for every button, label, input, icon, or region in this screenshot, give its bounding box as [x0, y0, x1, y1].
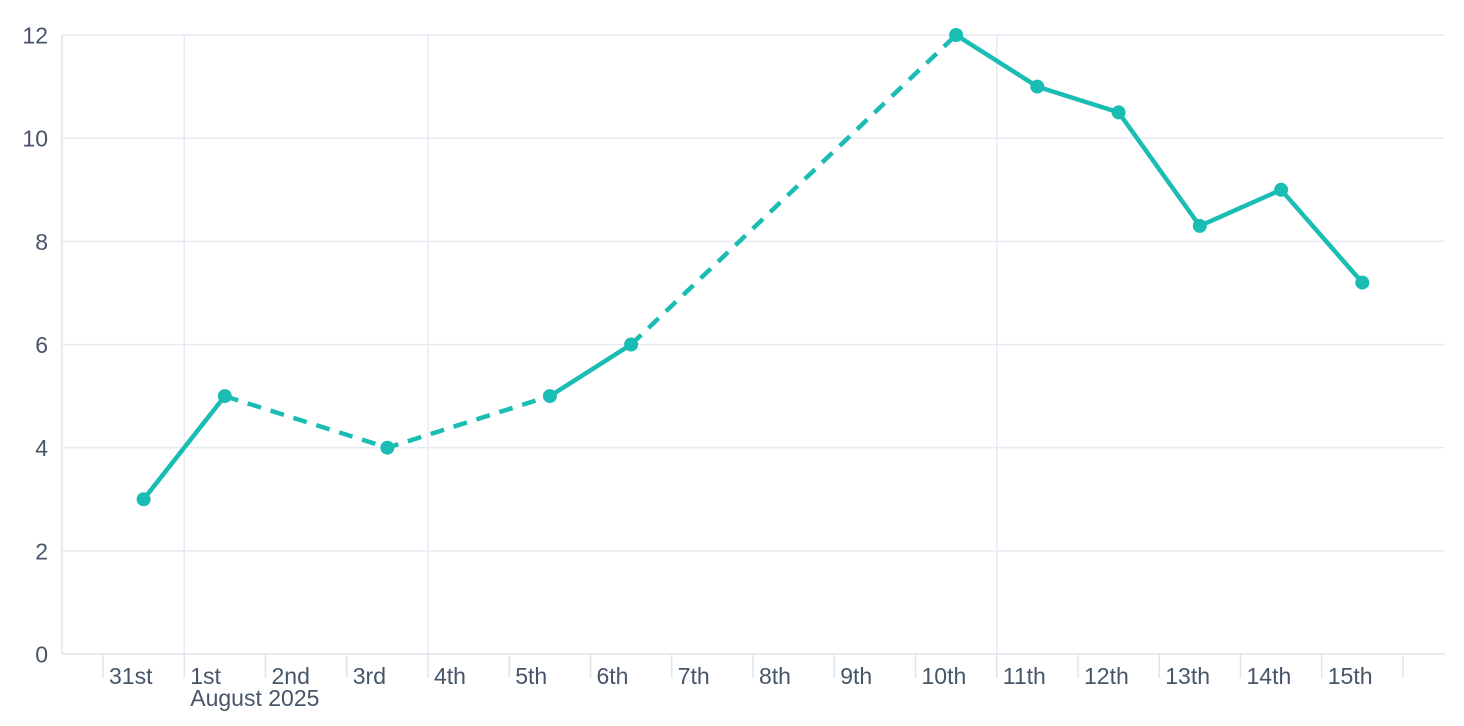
x-tick-label: 6th	[597, 663, 629, 689]
x-tick-label: 13th	[1165, 663, 1210, 689]
data-point-marker[interactable]	[1111, 105, 1126, 120]
y-tick-label: 4	[35, 435, 48, 461]
x-tick-label: 8th	[759, 663, 791, 689]
data-point-marker[interactable]	[1030, 79, 1045, 94]
month-label: August 2025	[190, 685, 319, 711]
y-tick-label: 10	[22, 126, 48, 152]
data-point-marker[interactable]	[542, 389, 557, 404]
y-tick-label: 0	[35, 642, 48, 668]
x-tick-label: 2nd	[272, 663, 310, 689]
x-tick-label: 14th	[1247, 663, 1292, 689]
series-line-solid-segment	[953, 32, 1365, 285]
series-line-solid-segment	[547, 342, 634, 399]
x-tick-label: 10th	[922, 663, 967, 689]
series-line-dashed-segment	[224, 393, 551, 450]
x-tick-label: 9th	[840, 663, 872, 689]
x-tick-label: 3rd	[353, 663, 386, 689]
data-point-marker[interactable]	[624, 337, 639, 352]
x-tick-label: 12th	[1084, 663, 1129, 689]
x-tick-label: 4th	[434, 663, 466, 689]
series-line-dashed-segment	[629, 33, 958, 347]
y-tick-label: 6	[35, 332, 48, 358]
data-point-marker[interactable]	[1192, 218, 1207, 233]
y-tick-label: 12	[22, 23, 48, 49]
data-point-marker[interactable]	[949, 28, 964, 42]
x-tick-label: 15th	[1328, 663, 1373, 689]
series-line-solid-segment	[141, 393, 228, 502]
data-point-marker[interactable]	[136, 492, 151, 507]
x-tick-label: 1st	[190, 663, 221, 689]
data-point-marker[interactable]	[380, 440, 395, 455]
data-point-marker[interactable]	[1355, 275, 1370, 290]
data-point-marker[interactable]	[1274, 182, 1289, 197]
y-tick-label: 2	[35, 538, 48, 564]
y-tick-label: 8	[35, 229, 48, 255]
data-point-marker[interactable]	[217, 389, 232, 404]
x-tick-label: 5th	[515, 663, 547, 689]
x-tick-label: 31st	[109, 663, 153, 689]
x-tick-label: 11th	[1003, 663, 1046, 689]
x-tick-label: 7th	[678, 663, 710, 689]
